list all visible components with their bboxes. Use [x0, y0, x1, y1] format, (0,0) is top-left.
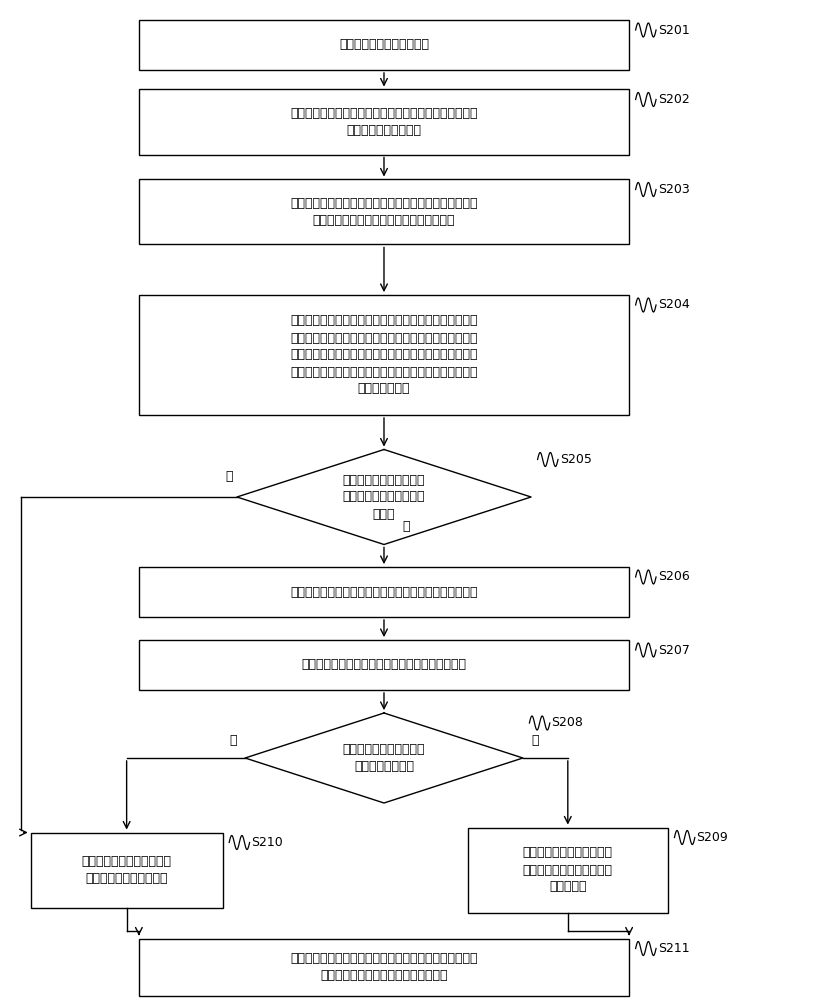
- Text: 否: 否: [230, 734, 237, 746]
- Bar: [139, 938, 629, 996]
- Bar: [139, 640, 629, 690]
- Text: 确定该第一标记框为目标标
记框且该第二标记框不是该
目标标记框: 确定该第一标记框为目标标 记框且该第二标记框不是该 目标标记框: [523, 846, 613, 894]
- Text: S203: S203: [658, 183, 690, 196]
- Text: 确定该第一标记框和该第二
标记框都为该目标标记框: 确定该第一标记框和该第二 标记框都为该目标标记框: [82, 855, 172, 885]
- Text: 确定该匹配值是否大于或
者等于预设匹配值: 确定该匹配值是否大于或 者等于预设匹配值: [343, 743, 425, 773]
- Bar: [139, 180, 629, 244]
- Text: 根据该第一标记框与第二标记框的交集确定匹配值: 根据该第一标记框与第二标记框的交集确定匹配值: [301, 658, 467, 672]
- Text: 否: 否: [225, 471, 233, 484]
- Text: S210: S210: [251, 836, 283, 849]
- Text: 获取该第一图像标记框所在旋转图像对应的旋转方向，确
定与该旋转方向相反的反转方向，并沿该第一图像标记框
所在旋转图像的图像中心由该反转方向按照该旋转角度旋
转该: 获取该第一图像标记框所在旋转图像对应的旋转方向，确 定与该旋转方向相反的反转方向…: [290, 314, 478, 395]
- Text: 将多个旋转图像作为预设分类模型的输入，得到第一图像
标记框以及该第一图像标记框对应的置信度: 将多个旋转图像作为预设分类模型的输入，得到第一图像 标记框以及该第一图像标记框对…: [290, 197, 478, 227]
- Text: S202: S202: [658, 93, 690, 106]
- Text: 确定该第一图像标记框中
是否包括存在交集的图像
标记框: 确定该第一图像标记框中 是否包括存在交集的图像 标记框: [343, 474, 425, 520]
- Bar: [139, 90, 629, 154]
- Polygon shape: [245, 713, 523, 803]
- Text: S207: S207: [658, 644, 690, 656]
- Text: S205: S205: [560, 453, 592, 466]
- Bar: [31, 832, 222, 908]
- Bar: [467, 828, 668, 912]
- Text: 沿该物品图像的图像中心按照多个旋转角度旋转该物品图
像得到的多个旋转图像: 沿该物品图像的图像中心按照多个旋转角度旋转该物品图 像得到的多个旋转图像: [290, 107, 478, 137]
- Text: S206: S206: [658, 570, 690, 584]
- Text: S204: S204: [658, 298, 690, 311]
- Text: 从存在交集的图像标记框中确定置信度最大的第一标记框: 从存在交集的图像标记框中确定置信度最大的第一标记框: [290, 585, 478, 598]
- Text: 在确定该目标标记框对应的置信度大于或者等于预设阈值
时，输出包含该目标标记框的物品图像: 在确定该目标标记框对应的置信度大于或者等于预设阈值 时，输出包含该目标标记框的物…: [290, 952, 478, 982]
- Text: 是: 是: [531, 734, 538, 746]
- Bar: [139, 295, 629, 415]
- Bar: [139, 20, 629, 70]
- Bar: [139, 567, 629, 617]
- Text: S208: S208: [551, 716, 583, 730]
- Text: 获取待识别物品的物品图像: 获取待识别物品的物品图像: [339, 38, 429, 51]
- Text: S209: S209: [696, 831, 728, 844]
- Text: S201: S201: [658, 23, 690, 36]
- Text: S211: S211: [658, 942, 690, 955]
- Text: 是: 是: [402, 520, 409, 533]
- Polygon shape: [237, 450, 531, 544]
